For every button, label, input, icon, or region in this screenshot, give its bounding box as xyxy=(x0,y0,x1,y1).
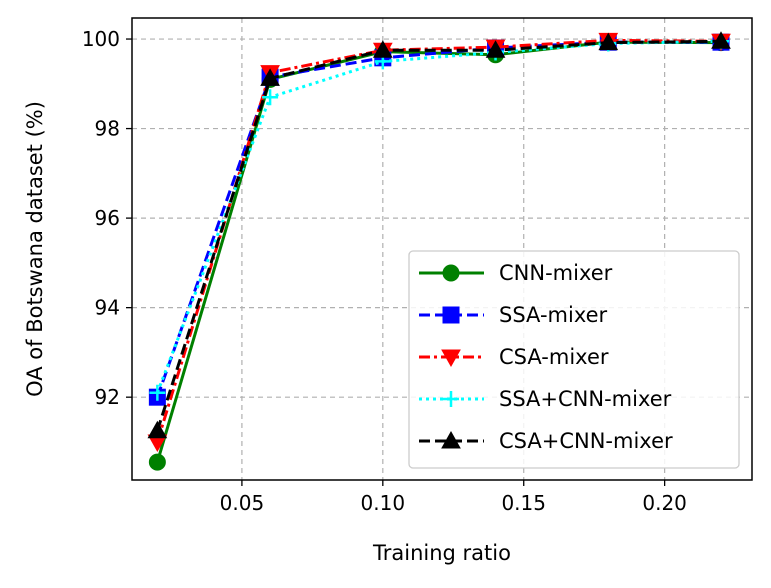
y-tick-label: 98 xyxy=(95,117,120,141)
legend-item: CSA-mixer xyxy=(419,345,609,369)
data-point xyxy=(598,32,619,51)
series-line xyxy=(155,38,722,443)
legend-marker xyxy=(441,349,461,368)
data-point xyxy=(711,31,731,49)
x-axis-label: Training ratio xyxy=(372,541,511,565)
legend-label: SSA+CNN-mixer xyxy=(499,387,672,411)
legend-marker xyxy=(442,306,460,324)
series-csa-cnn-mixer xyxy=(147,31,731,439)
x-tick-label: 0.10 xyxy=(361,491,406,515)
x-tick-label: 0.15 xyxy=(501,491,546,515)
y-tick-label: 92 xyxy=(95,385,120,409)
legend-item: CSA+CNN-mixer xyxy=(419,429,673,453)
data-point xyxy=(262,89,279,106)
y-tick-label: 100 xyxy=(82,27,120,51)
legend-marker xyxy=(442,264,460,282)
legend-label: CSA+CNN-mixer xyxy=(499,429,673,453)
y-tick-label: 96 xyxy=(95,206,120,230)
x-axis: 0.05 0.10 0.15 0.20 xyxy=(220,480,687,515)
legend-marker xyxy=(441,430,461,449)
legend: CNN-mixer SSA-mixer CSA-mixer SSA+CNN-mixer… xyxy=(408,250,740,469)
data-point xyxy=(149,384,166,401)
legend-box xyxy=(408,250,740,469)
y-axis: 92 94 96 98 100 xyxy=(82,27,132,409)
legend-label: CSA-mixer xyxy=(499,345,609,369)
x-tick-label: 0.20 xyxy=(642,491,687,515)
series-layer xyxy=(147,31,731,471)
legend-item: SSA+CNN-mixer xyxy=(419,387,672,411)
data-point xyxy=(485,40,506,58)
legend-label: CNN-mixer xyxy=(499,261,613,285)
data-point xyxy=(372,40,393,58)
series-line xyxy=(155,39,722,432)
legend-item: SSA-mixer xyxy=(419,303,608,327)
data-point xyxy=(147,420,168,439)
legend-marker xyxy=(443,391,459,407)
data-point xyxy=(260,68,280,86)
data-point xyxy=(148,453,166,471)
y-tick-label: 94 xyxy=(95,296,120,320)
y-axis-label: OA of Botswana dataset (%) xyxy=(23,101,47,397)
x-tick-label: 0.05 xyxy=(220,491,265,515)
plot-frame xyxy=(131,17,753,481)
legend-label: SSA-mixer xyxy=(499,303,608,327)
legend-item: CNN-mixer xyxy=(419,261,613,285)
